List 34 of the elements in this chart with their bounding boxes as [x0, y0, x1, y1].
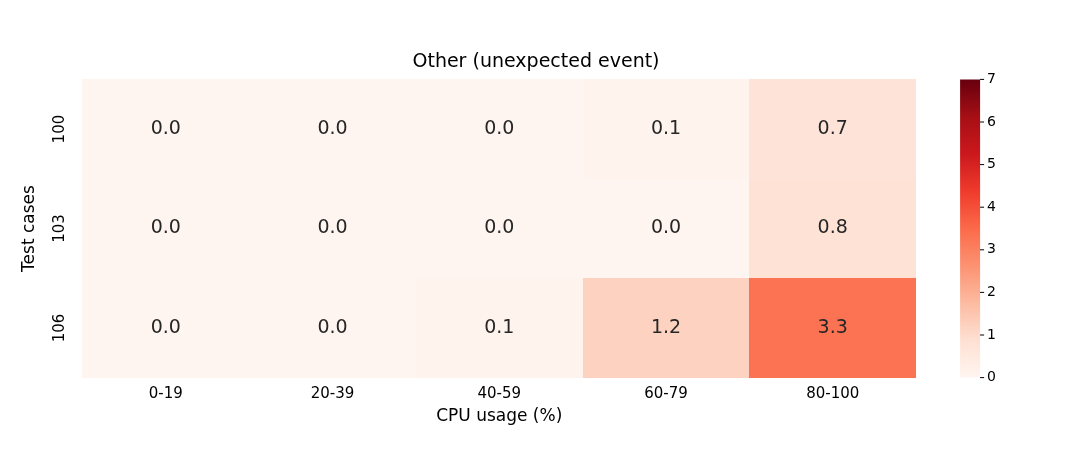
- x-tick-label: 20-39: [310, 384, 355, 403]
- x-axis-title: CPU usage (%): [436, 405, 563, 426]
- data-label: 0.0: [150, 215, 181, 238]
- color-bar-label: 1: [987, 325, 997, 342]
- color-bar-label: 0: [987, 368, 997, 385]
- color-bar-label: 6: [987, 112, 997, 129]
- data-label: 0.0: [484, 116, 515, 139]
- data-label: 1.2: [650, 314, 682, 337]
- data-label: 0.0: [317, 215, 348, 238]
- chart-title: Other (unexpected event): [412, 48, 660, 71]
- color-bar-label: 5: [987, 155, 997, 172]
- color-bar-label: 3: [987, 240, 997, 257]
- y-tick-label: 100: [49, 114, 68, 144]
- data-label: 0.0: [150, 314, 181, 337]
- color-bar-label: 7: [987, 70, 997, 87]
- data-label: 3.3: [817, 314, 848, 337]
- data-label: 0.7: [817, 116, 848, 139]
- data-label: 0.0: [150, 116, 181, 139]
- y-tick-label: 106: [49, 313, 68, 343]
- data-label: 0.0: [317, 314, 348, 337]
- x-tick-label: 80-100: [806, 384, 860, 403]
- data-label: 0.1: [650, 116, 682, 139]
- data-label: 0.8: [817, 215, 848, 238]
- y-axis-title: Test cases: [17, 184, 38, 273]
- color-bar-label: 4: [987, 197, 997, 214]
- x-tick-label: 60-79: [644, 384, 688, 403]
- data-label: 0.1: [484, 314, 515, 337]
- data-label: 0.0: [650, 215, 682, 238]
- y-tick-label: 103: [49, 214, 68, 243]
- data-label: 0.0: [484, 215, 515, 238]
- color-bar-label: 2: [987, 283, 997, 300]
- x-tick-label: 0-19: [148, 384, 183, 403]
- data-label: 0.0: [317, 116, 348, 139]
- x-tick-label: 40-59: [477, 384, 522, 403]
